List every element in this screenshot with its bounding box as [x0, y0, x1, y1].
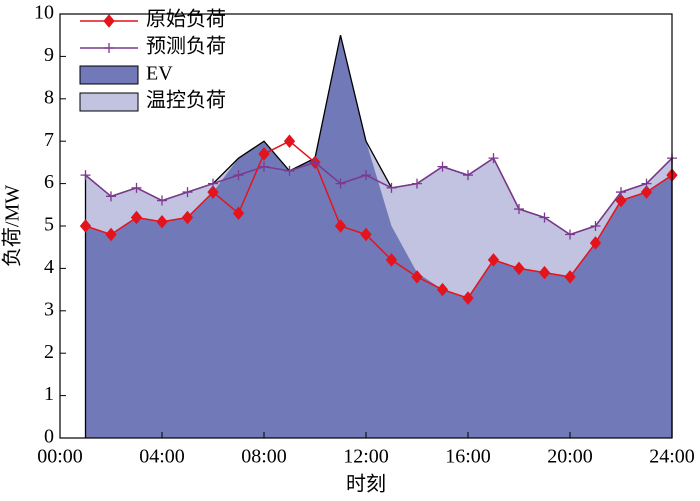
- legend-label: EV: [146, 63, 173, 85]
- marker: [79, 219, 92, 233]
- marker: [130, 210, 143, 225]
- x-tick-label: 08:00: [241, 446, 287, 468]
- marker: [106, 191, 116, 202]
- y-tick-label: 7: [44, 129, 54, 151]
- y-tick-label: 4: [44, 256, 54, 278]
- marker: [565, 229, 575, 240]
- y-tick-label: 3: [44, 298, 54, 320]
- x-tick-label: 00:00: [37, 446, 83, 468]
- marker: [411, 270, 423, 284]
- marker: [514, 204, 524, 215]
- marker: [156, 214, 168, 229]
- legend-label: 原始负荷: [146, 8, 226, 31]
- x-tick-label: 24:00: [649, 446, 695, 468]
- marker: [335, 178, 346, 189]
- marker: [131, 182, 142, 193]
- marker: [385, 253, 398, 267]
- x-tick-label: 20:00: [547, 446, 593, 468]
- marker: [616, 187, 626, 198]
- marker: [157, 195, 167, 206]
- marker: [436, 282, 449, 297]
- marker: [539, 212, 550, 223]
- marker: [284, 165, 295, 176]
- marker: [334, 219, 347, 233]
- y-tick-label: 8: [44, 86, 54, 108]
- y-tick-label: 6: [44, 171, 54, 193]
- marker: [80, 170, 91, 181]
- y-tick-label: 9: [44, 44, 54, 66]
- marker: [640, 185, 653, 199]
- marker: [386, 182, 397, 193]
- x-tick-label: 16:00: [445, 446, 491, 468]
- marker: [564, 270, 576, 284]
- y-axis-label: 负荷/MW: [1, 185, 24, 267]
- x-tick-label: 12:00: [343, 446, 389, 468]
- marker: [361, 170, 371, 181]
- y-tick-label: 2: [44, 341, 54, 363]
- marker: [462, 291, 474, 305]
- legend-swatch: [79, 92, 139, 112]
- legend-marker: [104, 43, 114, 53]
- marker: [232, 206, 245, 221]
- legend-marker: [103, 14, 115, 28]
- marker: [590, 221, 601, 231]
- y-tick-label: 10: [34, 2, 54, 24]
- y-tick-label: 0: [44, 426, 54, 448]
- marker: [233, 170, 244, 181]
- marker: [437, 161, 448, 172]
- marker: [207, 185, 219, 199]
- marker: [360, 227, 372, 242]
- marker: [615, 193, 627, 208]
- legend-label: 温控负荷: [146, 89, 226, 112]
- marker: [487, 253, 500, 267]
- y-tick-label: 5: [44, 214, 54, 236]
- marker: [641, 178, 652, 189]
- marker: [488, 153, 499, 164]
- marker: [181, 210, 194, 225]
- legend-swatch: [79, 65, 139, 85]
- marker: [182, 187, 193, 198]
- marker: [310, 157, 320, 168]
- x-axis-label: 时刻: [346, 473, 386, 496]
- x-tick-label: 04:00: [139, 446, 185, 468]
- marker: [105, 227, 117, 242]
- y-tick-label: 1: [44, 383, 54, 405]
- marker: [208, 178, 218, 189]
- marker: [538, 265, 551, 280]
- marker: [513, 261, 525, 276]
- area: [85, 35, 672, 438]
- marker: [259, 161, 269, 172]
- line: [85, 157, 673, 236]
- marker: [589, 236, 602, 250]
- legend-label: 预测负荷: [146, 35, 226, 58]
- marker: [463, 170, 473, 181]
- marker: [412, 178, 422, 189]
- marker: [283, 134, 296, 148]
- marker: [258, 147, 270, 161]
